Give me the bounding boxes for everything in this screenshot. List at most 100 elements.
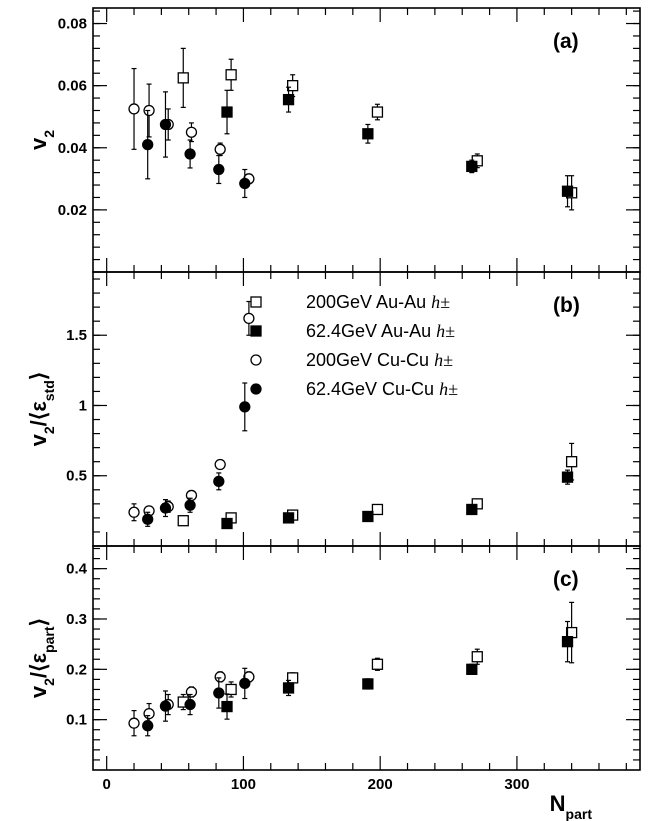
data-point	[239, 177, 251, 190]
y-tick-label: 0.02	[58, 202, 87, 219]
data-point	[243, 312, 255, 325]
x-axis-sub: part	[566, 806, 593, 821]
series-filled-circle	[142, 91, 251, 199]
x-tick-label: 100	[231, 776, 256, 793]
data-point	[184, 148, 196, 160]
y-axis-title: v2	[26, 130, 57, 150]
panel-label: (b)	[553, 294, 580, 317]
series-filled-circle	[142, 667, 251, 737]
data-point	[184, 499, 196, 511]
x-tick-label: 200	[368, 776, 393, 793]
y-axis-end: ⟩	[26, 618, 51, 627]
y-axis-sub: 2	[41, 678, 57, 686]
y-tick-label: 1.5	[66, 327, 87, 344]
data-point	[221, 106, 233, 118]
panel-b: 0.5 1 1.5 (b) v2/⟨εstd⟩	[26, 271, 641, 547]
panel-c: 0.1 0.2 0.3 0.4 (c) v2/⟨εpart⟩	[26, 545, 641, 771]
legend-marker	[250, 325, 262, 337]
y-tick-label: 0.4	[66, 561, 88, 578]
data-point	[239, 677, 251, 690]
data-point	[362, 128, 374, 140]
y-tick-label: 0.04	[58, 140, 88, 157]
legend-label: 200GeV Cu-Cu h±	[306, 350, 453, 370]
legend: 200GeV Au-Au h± 62.4GeV Au-Au h± 200GeV Cu…	[250, 292, 458, 399]
y-tick-label: 0.3	[66, 611, 87, 628]
x-tick-label: 300	[504, 776, 529, 793]
y-tick-label: 0.08	[58, 16, 87, 33]
y-axis-sub: 2	[41, 426, 57, 434]
data-point	[185, 126, 198, 138]
data-point	[142, 139, 154, 151]
legend-entry: 200GeV Au-Au h±	[250, 292, 450, 312]
series-open-square	[177, 47, 578, 211]
y-axis-end: ⟩	[26, 372, 51, 381]
series-open-square	[177, 442, 578, 527]
legend-marker	[250, 296, 262, 308]
data-point	[561, 635, 574, 648]
data-point	[561, 185, 574, 197]
data-point	[159, 700, 172, 712]
panel-frame	[92, 545, 641, 771]
data-point	[185, 686, 198, 698]
legend-entry: 62.4GeV Cu-Cu h±	[250, 379, 458, 399]
data-point	[287, 672, 299, 684]
panel-label: (a)	[553, 30, 579, 53]
y-axis-sub: std	[41, 380, 57, 401]
legend-label: 62.4GeV Cu-Cu h±	[306, 379, 458, 399]
data-point	[466, 503, 478, 516]
data-point	[221, 700, 233, 713]
y-axis-mid: /⟨ε	[26, 652, 51, 678]
data-point	[214, 671, 226, 683]
y-tick-label: 0.2	[66, 661, 87, 678]
data-point	[561, 471, 574, 483]
data-point	[371, 503, 384, 516]
y-tick-label: 0.1	[66, 712, 87, 729]
data-point	[185, 489, 198, 502]
y-axis-title: v2/⟨εpart⟩	[26, 618, 57, 698]
data-point	[466, 663, 478, 675]
data-point	[142, 513, 154, 525]
y-axis-sub: part	[41, 626, 57, 653]
legend-entry: 200GeV Cu-Cu h±	[250, 350, 453, 370]
legend-entry: 62.4GeV Au-Au h±	[250, 321, 455, 341]
data-point	[471, 651, 483, 663]
data-point	[225, 69, 237, 81]
data-point	[466, 160, 478, 173]
data-point	[282, 512, 295, 524]
data-point	[177, 72, 189, 84]
series-filled-square	[221, 469, 574, 530]
data-point	[159, 118, 172, 131]
data-point	[282, 93, 295, 106]
y-tick-label: 0.06	[58, 78, 87, 95]
x-axis: 0 100 200 300 Npart	[103, 776, 593, 821]
data-point	[128, 103, 140, 115]
panel-label: (c)	[553, 568, 579, 591]
data-point	[221, 517, 233, 530]
series-filled-circle	[142, 382, 251, 527]
data-point	[159, 502, 172, 514]
x-axis-title: Npart	[550, 791, 593, 821]
data-point	[184, 698, 196, 711]
series-filled-square	[221, 86, 574, 208]
data-point	[128, 506, 140, 518]
data-point	[287, 79, 299, 92]
series-filled-square	[221, 620, 574, 720]
legend-label: 62.4GeV Au-Au h±	[306, 321, 455, 341]
legend-suffix: h±	[431, 292, 450, 312]
y-axis-title: v2/⟨εstd⟩	[26, 372, 57, 447]
data-point	[565, 456, 578, 468]
series-open-circle	[128, 300, 255, 522]
data-point	[214, 458, 226, 471]
data-point	[239, 401, 251, 413]
data-point	[128, 717, 140, 729]
data-point	[214, 143, 226, 155]
y-tick-label: 1	[79, 397, 87, 414]
y-axis-sub: 2	[41, 130, 57, 138]
data-point	[362, 510, 374, 523]
x-tick-label: 0	[103, 776, 111, 793]
legend-suffix: h±	[439, 379, 458, 399]
legend-marker	[250, 354, 262, 366]
data-point	[362, 678, 374, 690]
data-point	[213, 475, 225, 488]
